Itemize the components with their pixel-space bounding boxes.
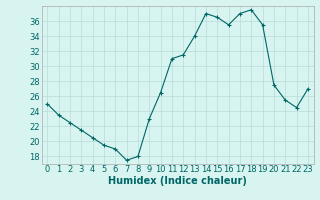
X-axis label: Humidex (Indice chaleur): Humidex (Indice chaleur) [108,176,247,186]
